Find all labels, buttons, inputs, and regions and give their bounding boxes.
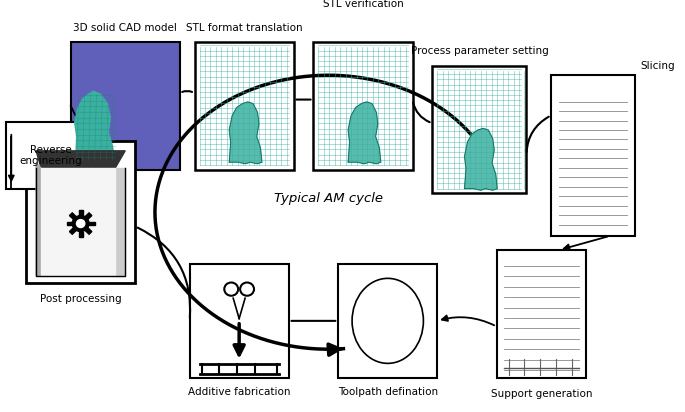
Polygon shape — [85, 213, 92, 219]
Text: Slicing: Slicing — [640, 61, 675, 70]
Bar — [338, 264, 437, 377]
Text: Reverse
engineering: Reverse engineering — [20, 145, 82, 166]
Polygon shape — [36, 151, 125, 168]
Text: Process parameter setting: Process parameter setting — [410, 47, 548, 56]
Bar — [432, 66, 527, 193]
Text: Toolpath defination: Toolpath defination — [338, 387, 438, 397]
Bar — [71, 42, 179, 170]
Text: 3D solid CAD model: 3D solid CAD model — [73, 23, 177, 33]
Text: Typical AM cycle: Typical AM cycle — [274, 192, 383, 204]
Bar — [497, 250, 586, 377]
Circle shape — [72, 215, 89, 232]
Text: Support generation: Support generation — [490, 389, 592, 399]
Polygon shape — [85, 228, 92, 234]
Text: STL verification: STL verification — [323, 0, 403, 9]
Polygon shape — [69, 228, 76, 234]
Bar — [190, 264, 288, 377]
Text: Additive fabrication: Additive fabrication — [188, 387, 290, 397]
Polygon shape — [464, 129, 497, 190]
Circle shape — [77, 220, 85, 227]
Bar — [6, 122, 95, 189]
Bar — [314, 42, 412, 170]
Text: STL format translation: STL format translation — [186, 23, 302, 33]
Polygon shape — [89, 222, 95, 225]
Polygon shape — [348, 102, 381, 164]
Bar — [26, 141, 135, 283]
Polygon shape — [75, 91, 115, 165]
Polygon shape — [79, 232, 83, 237]
Bar — [195, 42, 294, 170]
Ellipse shape — [352, 279, 423, 363]
Bar — [551, 75, 636, 236]
Polygon shape — [79, 211, 83, 215]
Polygon shape — [36, 163, 41, 276]
Text: Post processing: Post processing — [40, 295, 121, 304]
Polygon shape — [229, 102, 262, 164]
Polygon shape — [115, 168, 125, 276]
Polygon shape — [69, 213, 76, 219]
Polygon shape — [66, 222, 72, 225]
Polygon shape — [41, 168, 115, 276]
